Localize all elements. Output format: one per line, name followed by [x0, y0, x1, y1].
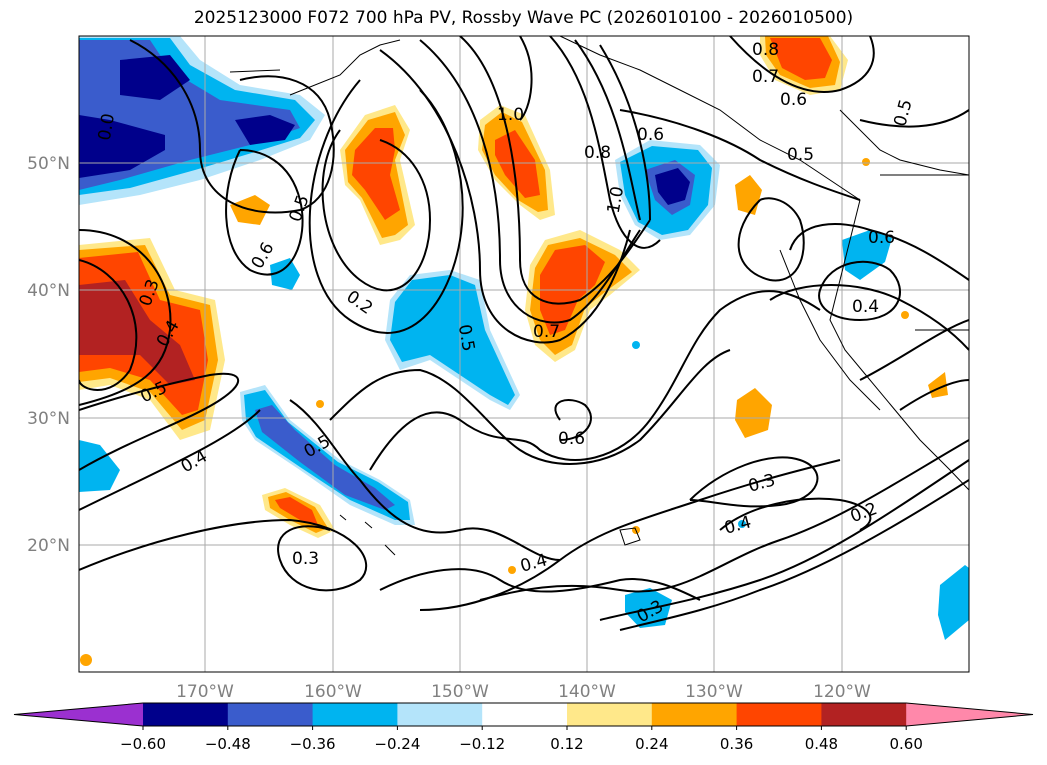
- lat-label-20n: 20°N: [27, 536, 70, 556]
- pv-contours: [79, 36, 969, 631]
- contour-label: 0.6: [780, 90, 807, 110]
- map-frame: [78, 35, 970, 673]
- negative-anomaly-133w-3: [655, 168, 690, 205]
- colorbar-tick-label: −0.24: [374, 735, 420, 753]
- contour-label: 0.5: [787, 145, 814, 165]
- longitude-labels: 170°W 160°W 150°W 140°W 130°W 120°W: [176, 682, 871, 702]
- contour-label: 0.8: [752, 40, 779, 60]
- colorbar-tick-label: −0.60: [120, 735, 166, 753]
- contour-label: 0.3: [746, 470, 777, 496]
- contour-label: 0.4: [722, 512, 753, 538]
- lon-label-150w: 150°W: [431, 682, 489, 702]
- negative-anomaly-149w-1: [390, 275, 515, 405]
- colorbar-segment: [482, 703, 568, 726]
- colorbar-segment: [143, 703, 229, 726]
- positive-anomaly-ne-2: [770, 38, 832, 80]
- negative-anomaly-162w: [270, 258, 300, 290]
- colorbar-segment: [821, 703, 907, 726]
- contour-label: 0.3: [292, 549, 319, 569]
- colorbar-segment: [651, 703, 738, 726]
- positive-anomaly-145w-2: [495, 130, 540, 198]
- map-title: 2025123000 F072 700 hPa PV, Rossby Wave …: [193, 8, 854, 28]
- lon-label-120w: 120°W: [813, 682, 871, 702]
- lon-label-130w: 130°W: [685, 682, 743, 702]
- lon-label-170w: 170°W: [176, 682, 234, 702]
- positive-speck: [862, 158, 870, 166]
- negative-anomaly-136w: [625, 588, 672, 628]
- contour-label: 0.6: [637, 125, 664, 145]
- coastlines: [229, 36, 969, 556]
- negative-anomaly-coast: [842, 230, 892, 280]
- colorbar-tick-label: 0.48: [805, 735, 838, 753]
- lat-label-30n: 30°N: [27, 409, 70, 429]
- negative-anomaly-nw-3: [79, 115, 165, 178]
- contour-label: 0.7: [752, 67, 779, 87]
- contour-label: 1.0: [604, 185, 628, 215]
- contour-label: 0.7: [533, 322, 560, 342]
- contour-label: 0.4: [178, 446, 211, 477]
- positive-anomaly-162w-2: [275, 497, 318, 525]
- negative-anomaly-se: [938, 565, 969, 640]
- contour-label: 0.8: [584, 143, 611, 163]
- colorbar-tick-label: −0.36: [290, 735, 336, 753]
- lon-label-140w: 140°W: [558, 682, 616, 702]
- colorbar-extend-high: [906, 703, 1033, 726]
- colorbar-segment: [567, 703, 653, 726]
- contour-label: 0.6: [868, 228, 895, 248]
- colorbar-tick-label: 0.60: [889, 735, 922, 753]
- colorbar: −0.60 −0.48 −0.36 −0.24 −0.12 0.12 0.24 0.36 0.4…: [13, 702, 1034, 753]
- negative-anomaly-160w-2: [255, 405, 395, 510]
- contour-label: 0.5: [890, 97, 916, 128]
- colorbar-tick-label: 0.36: [720, 735, 753, 753]
- negative-speck: [632, 341, 640, 349]
- contour-label: 0.0: [95, 112, 119, 142]
- colorbar-tick-label: 0.24: [635, 735, 668, 753]
- positive-speck: [901, 311, 909, 319]
- lon-label-160w: 160°W: [304, 682, 362, 702]
- colorbar-segment: [227, 703, 314, 726]
- contour-label: 0.4: [852, 297, 879, 317]
- negative-anomaly-nw-4: [235, 115, 295, 145]
- negative-anomaly-west-edge: [79, 440, 120, 492]
- contour-label: 0.4: [518, 550, 549, 576]
- positive-anomaly-126w-s: [735, 388, 772, 438]
- latitude-labels: 50°N 40°N 30°N 20°N: [27, 154, 70, 556]
- contour-label: 0.5: [454, 323, 478, 353]
- positive-speck: [80, 654, 92, 666]
- colorbar-segment: [312, 703, 398, 726]
- positive-anomaly-126w: [735, 175, 762, 215]
- colorbar-extend-low: [14, 703, 143, 726]
- colorbar-tick-label: 0.12: [550, 735, 583, 753]
- colorbar-segment: [397, 703, 483, 726]
- lat-label-50n: 50°N: [27, 154, 70, 174]
- contour-label: 0.6: [558, 429, 585, 449]
- positive-anomaly-157w-2: [352, 128, 400, 220]
- positive-speck: [316, 400, 324, 408]
- negative-speck: [738, 520, 746, 528]
- contour-label: 1.0: [497, 105, 524, 125]
- colorbar-tick-label: −0.12: [459, 735, 505, 753]
- negative-anomaly-nw-5: [120, 55, 190, 100]
- contour-label: 0.2: [343, 287, 377, 319]
- colorbar-segment: [736, 703, 822, 726]
- colorbar-tick-label: −0.48: [205, 735, 251, 753]
- positive-speck: [508, 566, 516, 574]
- lat-label-40n: 40°N: [27, 281, 70, 301]
